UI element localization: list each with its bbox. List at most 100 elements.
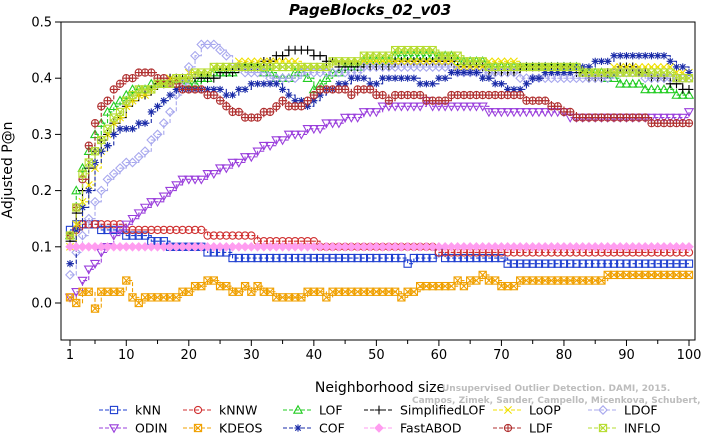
data-point-ldf [340, 85, 350, 94]
y-tick-label: 0.1 [31, 240, 52, 255]
data-point-fastabod [621, 242, 632, 252]
data-point-cof [172, 85, 180, 94]
data-point-fastabod [221, 242, 232, 252]
data-point-fastabod [652, 242, 663, 252]
data-point-ldf-cross [347, 91, 355, 99]
data-point-lof [640, 84, 651, 94]
data-point-kdeos-box [290, 293, 300, 302]
data-point-fastabod [252, 242, 263, 252]
data-point-fastabod [96, 242, 107, 252]
data-point-cof [491, 80, 499, 88]
data-point-lof [671, 89, 682, 99]
data-point-cof [222, 91, 230, 99]
data-point-knn [253, 253, 262, 263]
data-point-inflo-box [72, 203, 81, 212]
data-point-cof [103, 142, 112, 150]
data-point-fastabod [509, 242, 519, 252]
data-point-kdeos-box [303, 287, 312, 296]
data-point-kdeos-cross [122, 276, 131, 285]
data-point-cof [604, 57, 612, 65]
data-point-cof [385, 74, 393, 82]
data-point-cof [360, 74, 368, 82]
data-point-fastabod [384, 242, 394, 252]
data-point-inflo-box [190, 68, 200, 77]
data-point-kdeos-box [541, 276, 550, 285]
data-point-inflo-box [365, 51, 375, 60]
data-point-inflo-box [434, 51, 444, 60]
data-point-cof [85, 187, 93, 195]
data-point-inflo-box [122, 96, 131, 105]
legend-label-inflo: INFLO [624, 421, 661, 434]
data-point-cof [78, 203, 87, 212]
data-point-cof [397, 74, 405, 82]
data-point-fastabod [427, 242, 438, 252]
data-point-odin [77, 276, 88, 286]
data-point-inflo-box [447, 51, 456, 60]
data-point-knnw [103, 220, 112, 229]
data-point-kdeos [84, 287, 93, 296]
data-point-fastabod [677, 242, 688, 252]
data-point-kdeos-box [297, 293, 306, 302]
data-point-lof [121, 89, 132, 99]
plot-area: 0.0 0.1 0.2 0.3 0.4 0.5 1 10 20 30 40 50 60 70 80 90 100 [31, 16, 701, 364]
data-point-fastabod [546, 242, 557, 252]
data-point-ldof [158, 118, 169, 129]
data-point-knnw [153, 225, 162, 235]
data-point-lof [665, 84, 676, 94]
data-point-odin [414, 102, 426, 112]
data-point-odin [408, 102, 420, 112]
data-point-inflo-box [222, 62, 231, 72]
data-point-kdeos-box [228, 287, 237, 296]
data-point-ldf [209, 90, 218, 100]
data-point-inflo-box [290, 62, 300, 72]
data-point-inflo-box [566, 62, 575, 72]
data-point-fastabod [446, 242, 457, 252]
data-point-cof [447, 68, 456, 77]
data-point-odin [164, 186, 176, 196]
data-point-inflo-box [159, 79, 168, 88]
data-point-inflo-box [528, 62, 537, 72]
data-point-fastabod [377, 242, 388, 252]
data-point-ldf-cross [210, 91, 218, 99]
data-point-kdeos-box [278, 293, 287, 302]
data-point-kdeos-box [222, 281, 231, 291]
data-point-ldf-cross [303, 97, 312, 105]
data-point-inflo-box [609, 68, 619, 77]
data-point-fastabod [640, 242, 650, 252]
data-point-knn [334, 253, 344, 263]
data-point-kdeos-box [547, 276, 556, 285]
data-point-cof [585, 63, 593, 71]
data-point-fastabod [127, 242, 138, 252]
data-point-fastabod [665, 242, 676, 252]
data-point-ldf [84, 141, 93, 150]
data-point-fastabod [577, 242, 588, 252]
data-point-knn [359, 253, 369, 263]
data-point-knn [103, 225, 112, 235]
data-point-knn [228, 253, 237, 263]
data-point-inflo-box [347, 57, 356, 66]
data-point-cof [441, 74, 449, 82]
data-point-fastabod [465, 242, 475, 252]
data-point-knnw [240, 231, 250, 240]
legend-marker-knn [109, 405, 119, 415]
data-point-knn [534, 259, 544, 268]
data-point-cof [647, 52, 656, 60]
x-axis-title: Neighborhood size [315, 380, 445, 396]
data-point-knn [591, 259, 600, 268]
data-point-cof [485, 74, 493, 82]
data-point-odin [114, 226, 126, 236]
data-point-knn [140, 231, 150, 240]
data-point-kdeos-box [441, 281, 450, 291]
data-point-inflo-box [115, 107, 125, 117]
data-point-lof [114, 95, 126, 105]
data-point-odin [258, 141, 269, 151]
data-point-inflo-box [516, 62, 525, 72]
data-point-inflo-box [666, 68, 675, 77]
data-point-inflo-box [109, 113, 118, 122]
data-point-fastabod [215, 242, 225, 252]
data-point-odin [521, 108, 532, 118]
data-point-ldf [553, 102, 562, 111]
data-point-inflo-box [103, 124, 112, 133]
data-point-knn [247, 253, 256, 263]
